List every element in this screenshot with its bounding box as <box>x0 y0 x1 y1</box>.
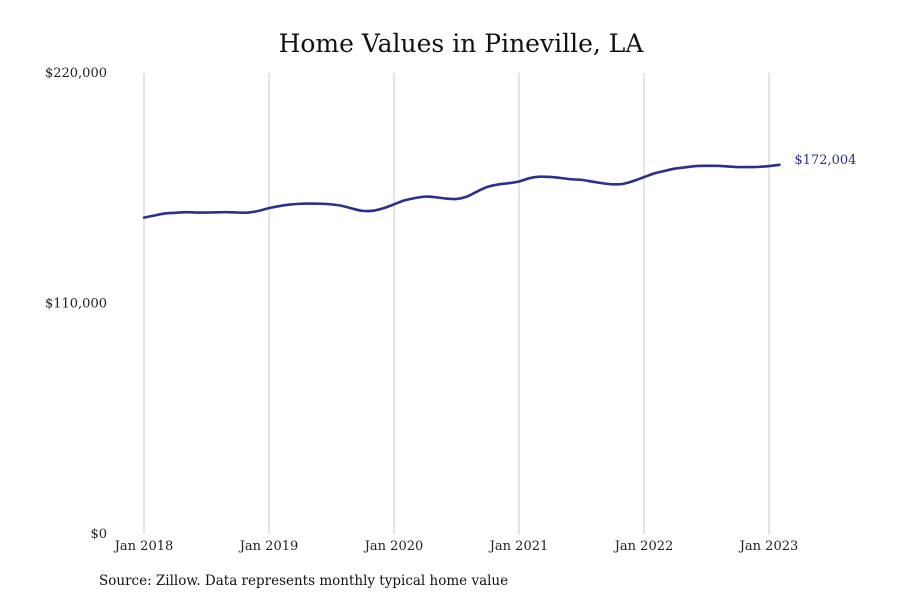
y-tick-label: $110,000 <box>45 297 107 312</box>
x-tick-label: Jan 2019 <box>238 539 299 554</box>
chart-title: Home Values in Pineville, LA <box>279 29 645 58</box>
x-tick-label: Jan 2018 <box>113 539 174 554</box>
series-line-home-value <box>142 163 781 219</box>
y-tick-label: $220,000 <box>45 66 107 81</box>
x-tick-label: Jan 2020 <box>363 539 424 554</box>
y-tick-label: $0 <box>90 527 107 542</box>
x-tick-label: Jan 2022 <box>613 539 674 554</box>
x-axis-ticks: Jan 2018 Jan 2019 Jan 2020 Jan 2021 Jan 2022… <box>113 539 799 554</box>
x-tick-label: Jan 2023 <box>738 539 799 554</box>
end-value-label: $172,004 <box>794 153 856 168</box>
gridlines <box>143 73 770 534</box>
source-note: Source: Zillow. Data represents monthly … <box>99 573 508 589</box>
y-axis-ticks: $0 $110,000 $220,000 <box>45 66 107 542</box>
x-tick-label: Jan 2021 <box>488 539 549 554</box>
